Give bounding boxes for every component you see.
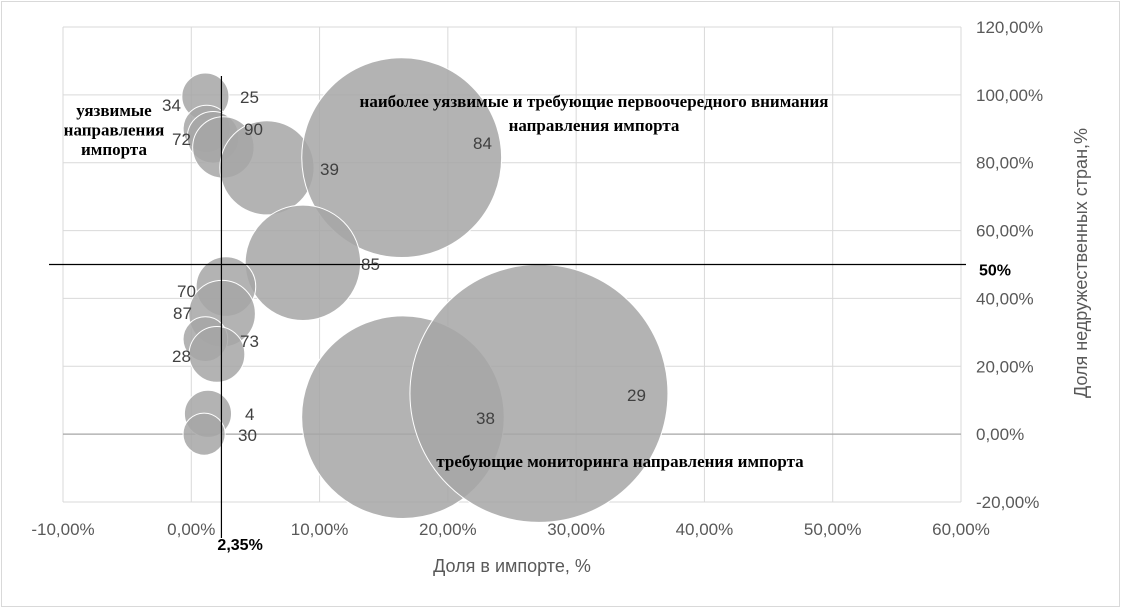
- y-axis-title: Доля недружественных стран,%: [1071, 128, 1091, 398]
- data-label-84: 84: [473, 134, 492, 153]
- data-label-72: 72: [172, 130, 191, 149]
- data-label-25: 25: [240, 88, 259, 107]
- x-reference-label: 2,35%: [217, 537, 262, 554]
- y-tick-label: -20,00%: [976, 493, 1039, 512]
- x-tick-label: -10,00%: [31, 520, 94, 539]
- data-label-73: 73: [240, 332, 259, 351]
- data-label-34: 34: [162, 96, 181, 115]
- bubble-85: [244, 204, 362, 321]
- x-axis-title: Доля в импорте, %: [433, 556, 591, 576]
- x-tick-label: 0,00%: [167, 520, 215, 539]
- y-tick-label: 100,00%: [976, 86, 1043, 105]
- y-tick-label: 120,00%: [976, 18, 1043, 37]
- annotation-vulnerable-line: направления: [64, 121, 165, 140]
- x-tick-label: 40,00%: [676, 520, 734, 539]
- data-label-29: 29: [627, 386, 646, 405]
- annotation-most-vulnerable-line: направления импорта: [509, 116, 680, 135]
- reference-lines: 2,35% 50%: [49, 76, 1011, 554]
- data-label-87: 87: [173, 304, 192, 323]
- data-label-39: 39: [320, 160, 339, 179]
- data-label-70: 70: [177, 282, 196, 301]
- bubble-73: [188, 326, 246, 383]
- x-tick-label: 50,00%: [804, 520, 862, 539]
- x-tick-label: 30,00%: [547, 520, 605, 539]
- y-reference-label: 50%: [979, 263, 1011, 280]
- y-tick-label: 0,00%: [976, 425, 1024, 444]
- data-label-28: 28: [172, 347, 191, 366]
- data-label-90: 90: [244, 120, 263, 139]
- bubble-39: [219, 120, 315, 216]
- x-tick-label: 60,00%: [932, 520, 990, 539]
- annotation-monitoring-line: требующие мониторинга направления импорт…: [436, 452, 804, 471]
- y-tick-label: 60,00%: [976, 222, 1034, 241]
- annotation-most-vulnerable-line: наиболее уязвимые и требующие первоочере…: [360, 92, 829, 111]
- data-label-4: 4: [245, 405, 254, 424]
- data-label-38: 38: [476, 409, 495, 428]
- y-tick-label: 80,00%: [976, 154, 1034, 173]
- annotation-vulnerable-line: уязвимые: [76, 101, 152, 120]
- bubbles: [181, 57, 669, 523]
- y-tick-label: 40,00%: [976, 289, 1034, 308]
- x-tick-label: 20,00%: [419, 520, 477, 539]
- annotation-vulnerable-line: импорта: [81, 140, 147, 159]
- data-label-85: 85: [361, 255, 380, 274]
- y-axis-ticks: -20,00% 0,00% 20,00% 40,00% 60,00% 80,00% 100,…: [976, 18, 1043, 512]
- y-tick-label: 20,00%: [976, 357, 1034, 376]
- x-axis-ticks: -10,00% 0,00% 10,00% 20,00% 30,00% 40,00% 50,0…: [31, 520, 990, 539]
- bubble-30: [182, 412, 226, 456]
- bubble-labels: 25 34 72 90 39 84 85 70 87 28 73 4 30 38 29: [162, 88, 646, 445]
- bubble-84: [301, 57, 503, 259]
- x-tick-label: 10,00%: [291, 520, 349, 539]
- data-label-30: 30: [238, 426, 257, 445]
